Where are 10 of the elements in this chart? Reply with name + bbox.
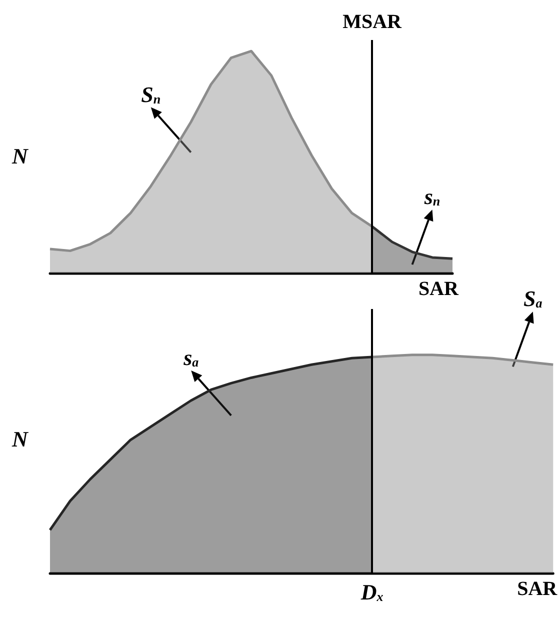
text: Sa xyxy=(524,286,543,312)
x-axis-title: SAR xyxy=(517,578,558,600)
text: Dx xyxy=(360,580,384,604)
text: MSAR xyxy=(342,11,402,33)
y-axis-title: N xyxy=(11,143,29,168)
y-axis-title: N xyxy=(11,426,29,452)
annotation: Sn xyxy=(141,82,161,107)
x-axis-title: SAR xyxy=(418,278,460,300)
annotation: sn xyxy=(423,184,440,210)
annotation: sa xyxy=(182,344,200,370)
